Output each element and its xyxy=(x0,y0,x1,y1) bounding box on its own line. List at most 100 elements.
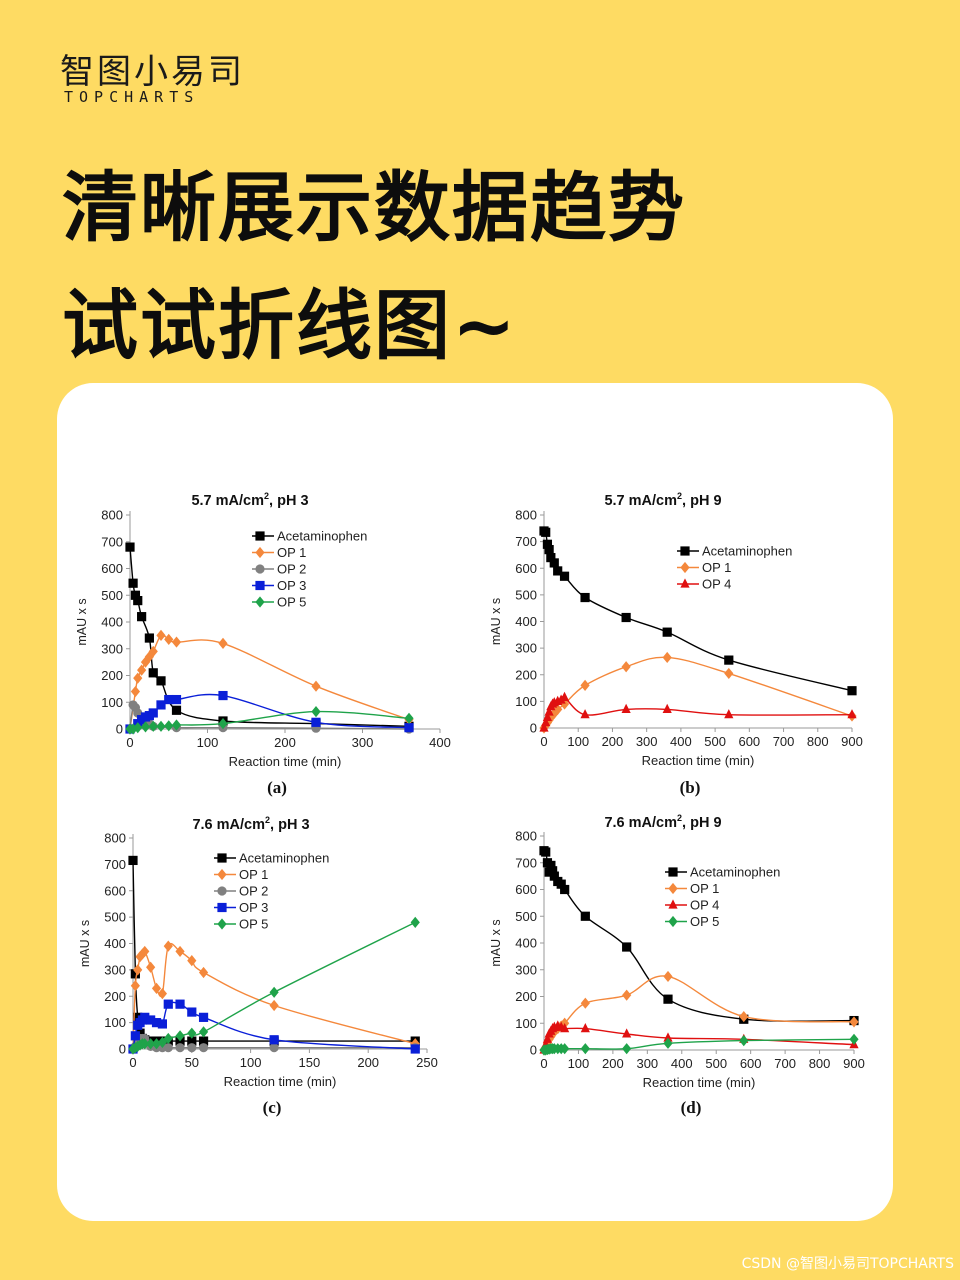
chart-3-y-axis-label: mAU x s xyxy=(78,920,92,967)
chart-3-x-tick-label: 100 xyxy=(240,1055,262,1070)
chart-3-y-tick-label: 200 xyxy=(104,989,126,1004)
chart-2-legend-marker-acetaminophen xyxy=(680,546,690,556)
chart-4-point-op-4 xyxy=(622,1028,632,1038)
chart-1-legend-label-op-5: OP 5 xyxy=(277,595,306,610)
chart-1-legend-label-acetaminophen: Acetaminophen xyxy=(277,529,367,544)
chart-3-point-op-5 xyxy=(187,1027,197,1039)
chart-2-x-tick-label: 400 xyxy=(670,734,692,749)
chart-1-point-op-1 xyxy=(130,685,141,698)
chart-1-point-op-1 xyxy=(148,645,158,658)
chart-4-point-acetaminophen xyxy=(548,866,558,876)
chart-3-point-op-1 xyxy=(187,955,197,967)
chart-3-point-op-5 xyxy=(140,1038,150,1050)
chart-3-x-axis-label: Reaction time (min) xyxy=(224,1074,337,1089)
chart-3-point-op-2 xyxy=(163,1043,173,1053)
chart-1-legend-label-op-3: OP 3 xyxy=(277,578,306,593)
chart-1-point-acetaminophen xyxy=(133,596,143,606)
chart-1-point-op-3 xyxy=(218,690,228,701)
chart-3-point-op-3 xyxy=(140,1012,150,1022)
chart-3-point-op-1 xyxy=(163,940,173,952)
chart-2-x-tick-label: 200 xyxy=(602,734,624,749)
chart-4-x-tick-label: 600 xyxy=(740,1056,762,1071)
chart-4-point-op-5 xyxy=(580,1043,590,1055)
chart-3-point-op-5 xyxy=(198,1026,209,1038)
chart-2-y-tick-label: 300 xyxy=(515,641,537,656)
chart-2-point-acetaminophen xyxy=(621,612,631,623)
chart-4-point-op-4 xyxy=(542,1033,553,1043)
chart-4-x-tick-label: 700 xyxy=(774,1056,796,1071)
chart-3-point-acetaminophen xyxy=(128,855,138,866)
chart-1-point-op-1 xyxy=(218,637,228,649)
chart-2-point-acetaminophen xyxy=(580,592,590,603)
chart-3-point-op-5 xyxy=(163,1032,173,1045)
chart-4-x-tick-label: 900 xyxy=(843,1056,865,1071)
chart-3-point-op-1 xyxy=(269,999,279,1012)
chart-4-series-op-5 xyxy=(539,1033,859,1056)
chart-2-y-tick-label: 600 xyxy=(515,561,537,576)
chart-4-point-acetaminophen xyxy=(541,847,551,857)
chart-4-series-acetaminophen xyxy=(539,846,859,1026)
chart-4-y-axis-label: mAU x s xyxy=(489,919,503,966)
chart-3-series-op-3 xyxy=(128,999,420,1054)
chart-1-point-op-1 xyxy=(133,672,143,684)
chart-3-point-op-1 xyxy=(140,945,150,958)
chart-4-point-op-4 xyxy=(663,1032,673,1042)
chart-2-y-tick-label: 800 xyxy=(515,508,537,523)
chart-2-point-op-1 xyxy=(724,667,734,680)
chart-4-point-op-1 xyxy=(663,970,673,983)
chart-1-point-op-3 xyxy=(311,717,321,727)
chart-2-point-op-1 xyxy=(621,661,631,673)
chart-1-legend-marker-op-3 xyxy=(255,580,265,591)
chart-1-x-axis-label: Reaction time (min) xyxy=(229,754,342,769)
chart-3-legend-marker-op-1 xyxy=(217,868,227,881)
chart-3-x-tick-label: 150 xyxy=(299,1055,321,1070)
chart-4-legend-label-acetaminophen: Acetaminophen xyxy=(690,865,780,880)
chart-3-point-op-1 xyxy=(151,982,162,994)
chart-1-y-tick-label: 200 xyxy=(101,668,123,683)
chart-1-point-op-1 xyxy=(156,629,166,641)
chart-1-point-op-3 xyxy=(404,723,414,733)
chart-1-point-acetaminophen xyxy=(144,633,154,643)
chart-3-point-acetaminophen xyxy=(133,1012,143,1022)
chart-3-point-op-1 xyxy=(198,966,209,979)
chart-3-panel: 7.6 mA/cm2, pH 3010020030040050060070080… xyxy=(78,815,438,1117)
chart-3-legend-label-op-3: OP 3 xyxy=(239,900,268,915)
chart-3-series-acetaminophen xyxy=(128,855,420,1046)
chart-3-point-acetaminophen xyxy=(135,1028,145,1038)
chart-2-panel-label: (b) xyxy=(680,778,701,797)
chart-1-x-tick-label: 400 xyxy=(429,735,451,750)
chart-1-point-op-5 xyxy=(164,720,174,732)
chart-1-point-acetaminophen xyxy=(128,578,138,588)
chart-4-x-axis-label: Reaction time (min) xyxy=(643,1075,756,1090)
chart-4-legend-label-op-4: OP 4 xyxy=(690,898,719,913)
chart-2-point-op-4 xyxy=(580,709,590,719)
chart-3-y-tick-label: 100 xyxy=(104,1015,126,1030)
chart-2-point-op-4 xyxy=(559,691,570,701)
chart-2-y-tick-label: 700 xyxy=(515,534,537,549)
chart-2-legend-marker-op-4 xyxy=(680,578,690,588)
chart-3-point-op-3 xyxy=(410,1044,420,1054)
chart-4-point-op-5 xyxy=(849,1033,859,1045)
chart-3-line-acetaminophen xyxy=(132,860,416,1042)
chart-1-point-op-5 xyxy=(218,718,228,730)
chart-3-legend-label-op-1: OP 1 xyxy=(239,867,268,882)
chart-3-series-op-1 xyxy=(128,940,420,1055)
chart-1-point-op-5 xyxy=(404,712,414,724)
chart-1-y-tick-label: 400 xyxy=(101,615,123,630)
chart-2-legend-label-acetaminophen: Acetaminophen xyxy=(702,544,792,559)
chart-3-point-op-3 xyxy=(163,999,173,1009)
chart-3-point-op-1 xyxy=(130,980,140,992)
chart-4-point-acetaminophen xyxy=(663,994,673,1004)
chart-1-y-tick-label: 300 xyxy=(101,641,123,656)
chart-1-point-op-1 xyxy=(164,633,174,645)
chart-3-legend-marker-op-2 xyxy=(217,886,227,896)
chart-3-point-op-2 xyxy=(269,1043,279,1053)
chart-3-point-op-3 xyxy=(269,1035,279,1045)
chart-1-panel: 5.7 mA/cm2, pH 3 0 100 200 300 400 500 600 700 80… xyxy=(75,491,451,797)
chart-2-point-op-1 xyxy=(580,679,590,691)
chart-1-point-op-5 xyxy=(156,720,166,732)
headline-line-2: 试试折线图~ xyxy=(62,281,518,370)
chart-1-y-tick-label: 500 xyxy=(101,588,123,603)
chart-4-y-tick-label: 300 xyxy=(515,962,537,977)
chart-2-legend-marker-op-1 xyxy=(680,561,690,574)
